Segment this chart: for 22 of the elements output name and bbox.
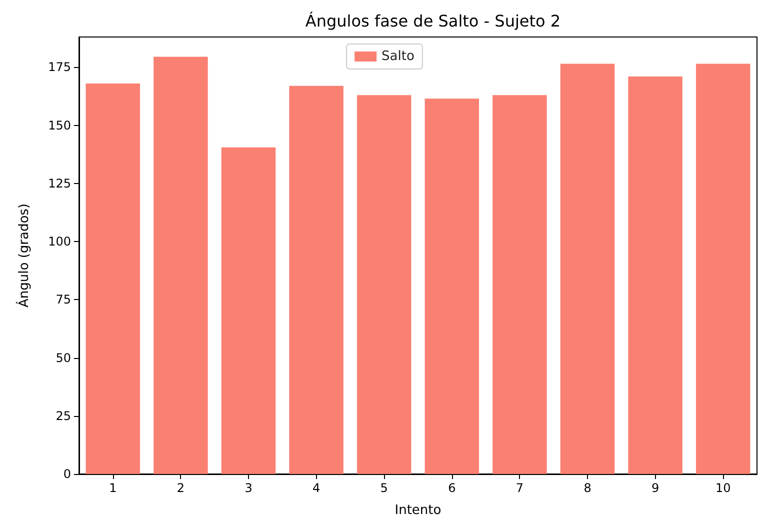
y-tick-label: 75: [56, 292, 71, 307]
x-tick-label: 10: [715, 481, 731, 495]
y-tick-label: 150: [48, 118, 71, 132]
y-tick-label: 25: [56, 408, 71, 423]
x-tick-label: 1: [109, 481, 117, 495]
y-tick-label: 0: [63, 467, 71, 481]
x-tick-label: 7: [516, 481, 524, 495]
x-tick-label: 2: [176, 481, 185, 495]
x-tick-label: 3: [244, 481, 252, 495]
x-tick-label: 8: [584, 481, 592, 495]
y-tick-label: 100: [48, 234, 71, 249]
x-axis-title: Intento: [394, 503, 442, 518]
x-tick-label: 4: [312, 481, 320, 495]
y-tick-label: 125: [48, 176, 71, 190]
x-tick-label: 9: [651, 481, 660, 495]
x-tick-label: 6: [448, 481, 456, 495]
y-axis-title: Ángulo (grados): [15, 203, 32, 308]
chart-title: Ángulos fase de Salto - Sujeto 2: [305, 12, 561, 30]
y-tick-label: 175: [48, 60, 71, 74]
x-tick-label: 5: [380, 481, 388, 495]
y-tick-label: 50: [56, 350, 71, 365]
legend-label: Salto: [382, 49, 414, 64]
